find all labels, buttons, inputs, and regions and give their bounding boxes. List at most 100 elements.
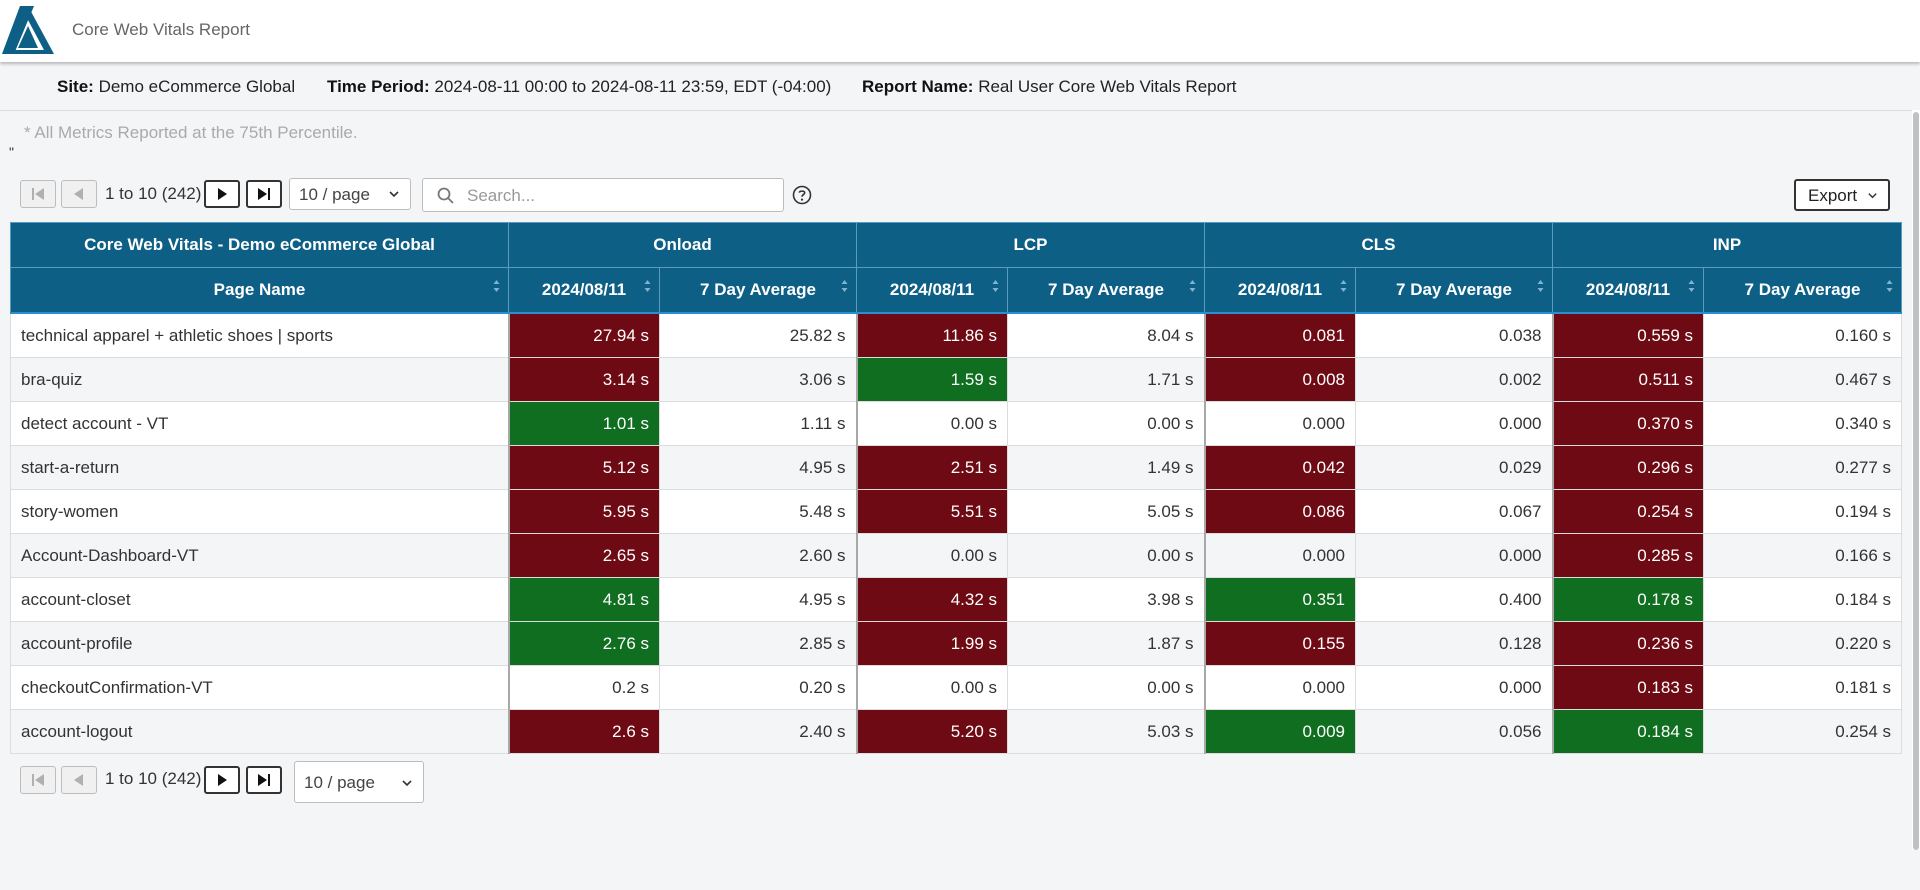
table-row[interactable]: story-women 5.95 s 5.48 s 5.51 s 5.05 s 0.086… (10, 489, 1902, 534)
table-row[interactable]: start-a-return 5.12 s 4.95 s 2.51 s 1.49 s 0.… (10, 445, 1902, 490)
table-row[interactable]: detect account - VT 1.01 s 1.11 s 0.00 s 0.0… (10, 401, 1902, 446)
table-row[interactable]: technical apparel + athletic shoes | spo… (10, 312, 1902, 358)
column-header-inp-date[interactable]: 2024/08/11 (1552, 267, 1704, 314)
group-header-onload: Onload (508, 222, 857, 268)
metric-cell-inp-date: 0.236 s (1551, 621, 1704, 666)
next-page-button[interactable] (204, 180, 240, 208)
metric-cell-cls-7day: 0.000 (1355, 665, 1553, 710)
metric-cell-lcp-7day: 0.00 s (1007, 533, 1205, 578)
table-row[interactable]: bra-quiz 3.14 s 3.06 s 1.59 s 1.71 s 0.008 0.0… (10, 357, 1902, 402)
prev-page-button[interactable] (61, 180, 97, 208)
column-header-page-name[interactable]: Page Name (10, 267, 509, 314)
next-page-icon (218, 188, 227, 200)
app-header: Core Web Vitals Report (0, 0, 1920, 62)
metric-cell-inp-7day: 0.194 s (1703, 489, 1902, 534)
metric-cell-onload-7day: 2.85 s (659, 621, 857, 666)
column-header-label: 2024/08/11 (1237, 280, 1323, 299)
metric-cell-cls-7day: 0.128 (1355, 621, 1553, 666)
metric-cell-cls-date: 0.086 (1203, 489, 1356, 534)
scrollbar-thumb[interactable] (1913, 112, 1919, 850)
prev-page-icon (74, 774, 83, 786)
export-button[interactable]: Export (1794, 179, 1890, 211)
app-title: Core Web Vitals Report (72, 20, 250, 39)
page-size-value: 10 / page (299, 185, 370, 204)
column-header-inp-7day[interactable]: 7 Day Average (1703, 267, 1902, 314)
metric-cell-onload-7day: 4.95 s (659, 577, 857, 622)
metric-cell-inp-date: 0.511 s (1551, 357, 1704, 402)
last-page-button[interactable] (246, 766, 282, 794)
metric-cell-cls-7day: 0.400 (1355, 577, 1553, 622)
metric-cell-inp-7day: 0.160 s (1703, 312, 1902, 358)
metric-cell-inp-date: 0.184 s (1551, 709, 1704, 754)
group-header-row: Core Web Vitals - Demo eCommerce Global … (10, 222, 1902, 268)
report-name-info: Report Name: Real User Core Web Vitals R… (862, 77, 1236, 97)
last-page-icon (258, 774, 270, 786)
column-header-label: 7 Day Average (1396, 280, 1512, 299)
page-name-cell: account-profile (10, 621, 509, 666)
first-page-button[interactable] (20, 766, 56, 794)
column-header-cls-7day[interactable]: 7 Day Average (1355, 267, 1553, 314)
prev-page-button[interactable] (61, 766, 97, 794)
search-input[interactable] (465, 183, 769, 209)
metric-cell-onload-date: 2.65 s (507, 533, 660, 578)
column-header-onload-date[interactable]: 2024/08/11 (508, 267, 660, 314)
column-header-onload-7day[interactable]: 7 Day Average (659, 267, 857, 314)
last-page-button[interactable] (246, 180, 282, 208)
column-header-lcp-date[interactable]: 2024/08/11 (856, 267, 1008, 314)
metric-cell-cls-date: 0.155 (1203, 621, 1356, 666)
page-size-select-top[interactable]: 10 / page (289, 178, 411, 210)
group-header-cls: CLS (1204, 222, 1553, 268)
metric-cell-inp-date: 0.183 s (1551, 665, 1704, 710)
metric-cell-onload-date: 0.2 s (507, 665, 660, 710)
metric-cell-onload-date: 4.81 s (507, 577, 660, 622)
metric-cell-lcp-date: 11.86 s (855, 312, 1008, 358)
sort-icon (1537, 280, 1544, 292)
search-box[interactable] (422, 178, 784, 212)
metric-cell-onload-7day: 5.48 s (659, 489, 857, 534)
table-row[interactable]: Account-Dashboard-VT 2.65 s 2.60 s 0.00 s 0.… (10, 533, 1902, 578)
metric-cell-cls-date: 0.000 (1203, 533, 1356, 578)
chevron-down-icon (402, 780, 412, 787)
metric-cell-lcp-7day: 3.98 s (1007, 577, 1205, 622)
first-page-icon (32, 774, 44, 786)
metric-cell-lcp-7day: 1.71 s (1007, 357, 1205, 402)
metric-cell-onload-date: 1.01 s (507, 401, 660, 446)
search-icon (437, 187, 454, 204)
metric-cell-cls-date: 0.000 (1203, 401, 1356, 446)
metric-cell-lcp-date: 2.51 s (855, 445, 1008, 490)
sort-icon (644, 280, 651, 292)
metric-cell-onload-7day: 0.20 s (659, 665, 857, 710)
table-body: technical apparel + athletic shoes | spo… (10, 312, 1902, 754)
column-header-lcp-7day[interactable]: 7 Day Average (1007, 267, 1205, 314)
metric-cell-inp-7day: 0.220 s (1703, 621, 1902, 666)
metric-cell-inp-date: 0.178 s (1551, 577, 1704, 622)
table-row[interactable]: account-logout 2.6 s 2.40 s 5.20 s 5.03 s 0.0… (10, 709, 1902, 754)
metric-cell-lcp-7day: 8.04 s (1007, 312, 1205, 358)
metric-cell-cls-7day: 0.000 (1355, 401, 1553, 446)
column-header-label: Page Name (213, 280, 306, 299)
metric-cell-inp-7day: 0.184 s (1703, 577, 1902, 622)
metric-cell-cls-date: 0.081 (1203, 312, 1356, 358)
column-header-cls-date[interactable]: 2024/08/11 (1204, 267, 1356, 314)
last-page-icon (258, 188, 270, 200)
chevron-down-icon (389, 191, 399, 198)
site-info: Site: Demo eCommerce Global (57, 77, 295, 97)
metric-cell-cls-date: 0.000 (1203, 665, 1356, 710)
sort-icon (841, 280, 848, 292)
table-row[interactable]: checkoutConfirmation-VT 0.2 s 0.20 s 0.00 s… (10, 665, 1902, 710)
column-header-label: 2024/08/11 (541, 280, 627, 299)
metric-cell-lcp-7day: 5.05 s (1007, 489, 1205, 534)
column-header-row: Page Name 2024/08/11 7 Day Average 2024/08/… (10, 267, 1902, 314)
first-page-button[interactable] (20, 180, 56, 208)
next-page-button[interactable] (204, 766, 240, 794)
page-size-select-bottom[interactable]: 10 / page (294, 761, 424, 803)
group-header-lcp: LCP (856, 222, 1205, 268)
metric-cell-onload-date: 27.94 s (507, 312, 660, 358)
page-name-cell: Account-Dashboard-VT (10, 533, 509, 578)
metric-cell-lcp-date: 1.99 s (855, 621, 1008, 666)
metric-cell-onload-7day: 3.06 s (659, 357, 857, 402)
help-icon[interactable] (792, 185, 812, 205)
table-row[interactable]: account-closet 4.81 s 4.95 s 4.32 s 3.98 s 0.… (10, 577, 1902, 622)
column-header-label: 2024/08/11 (889, 280, 975, 299)
